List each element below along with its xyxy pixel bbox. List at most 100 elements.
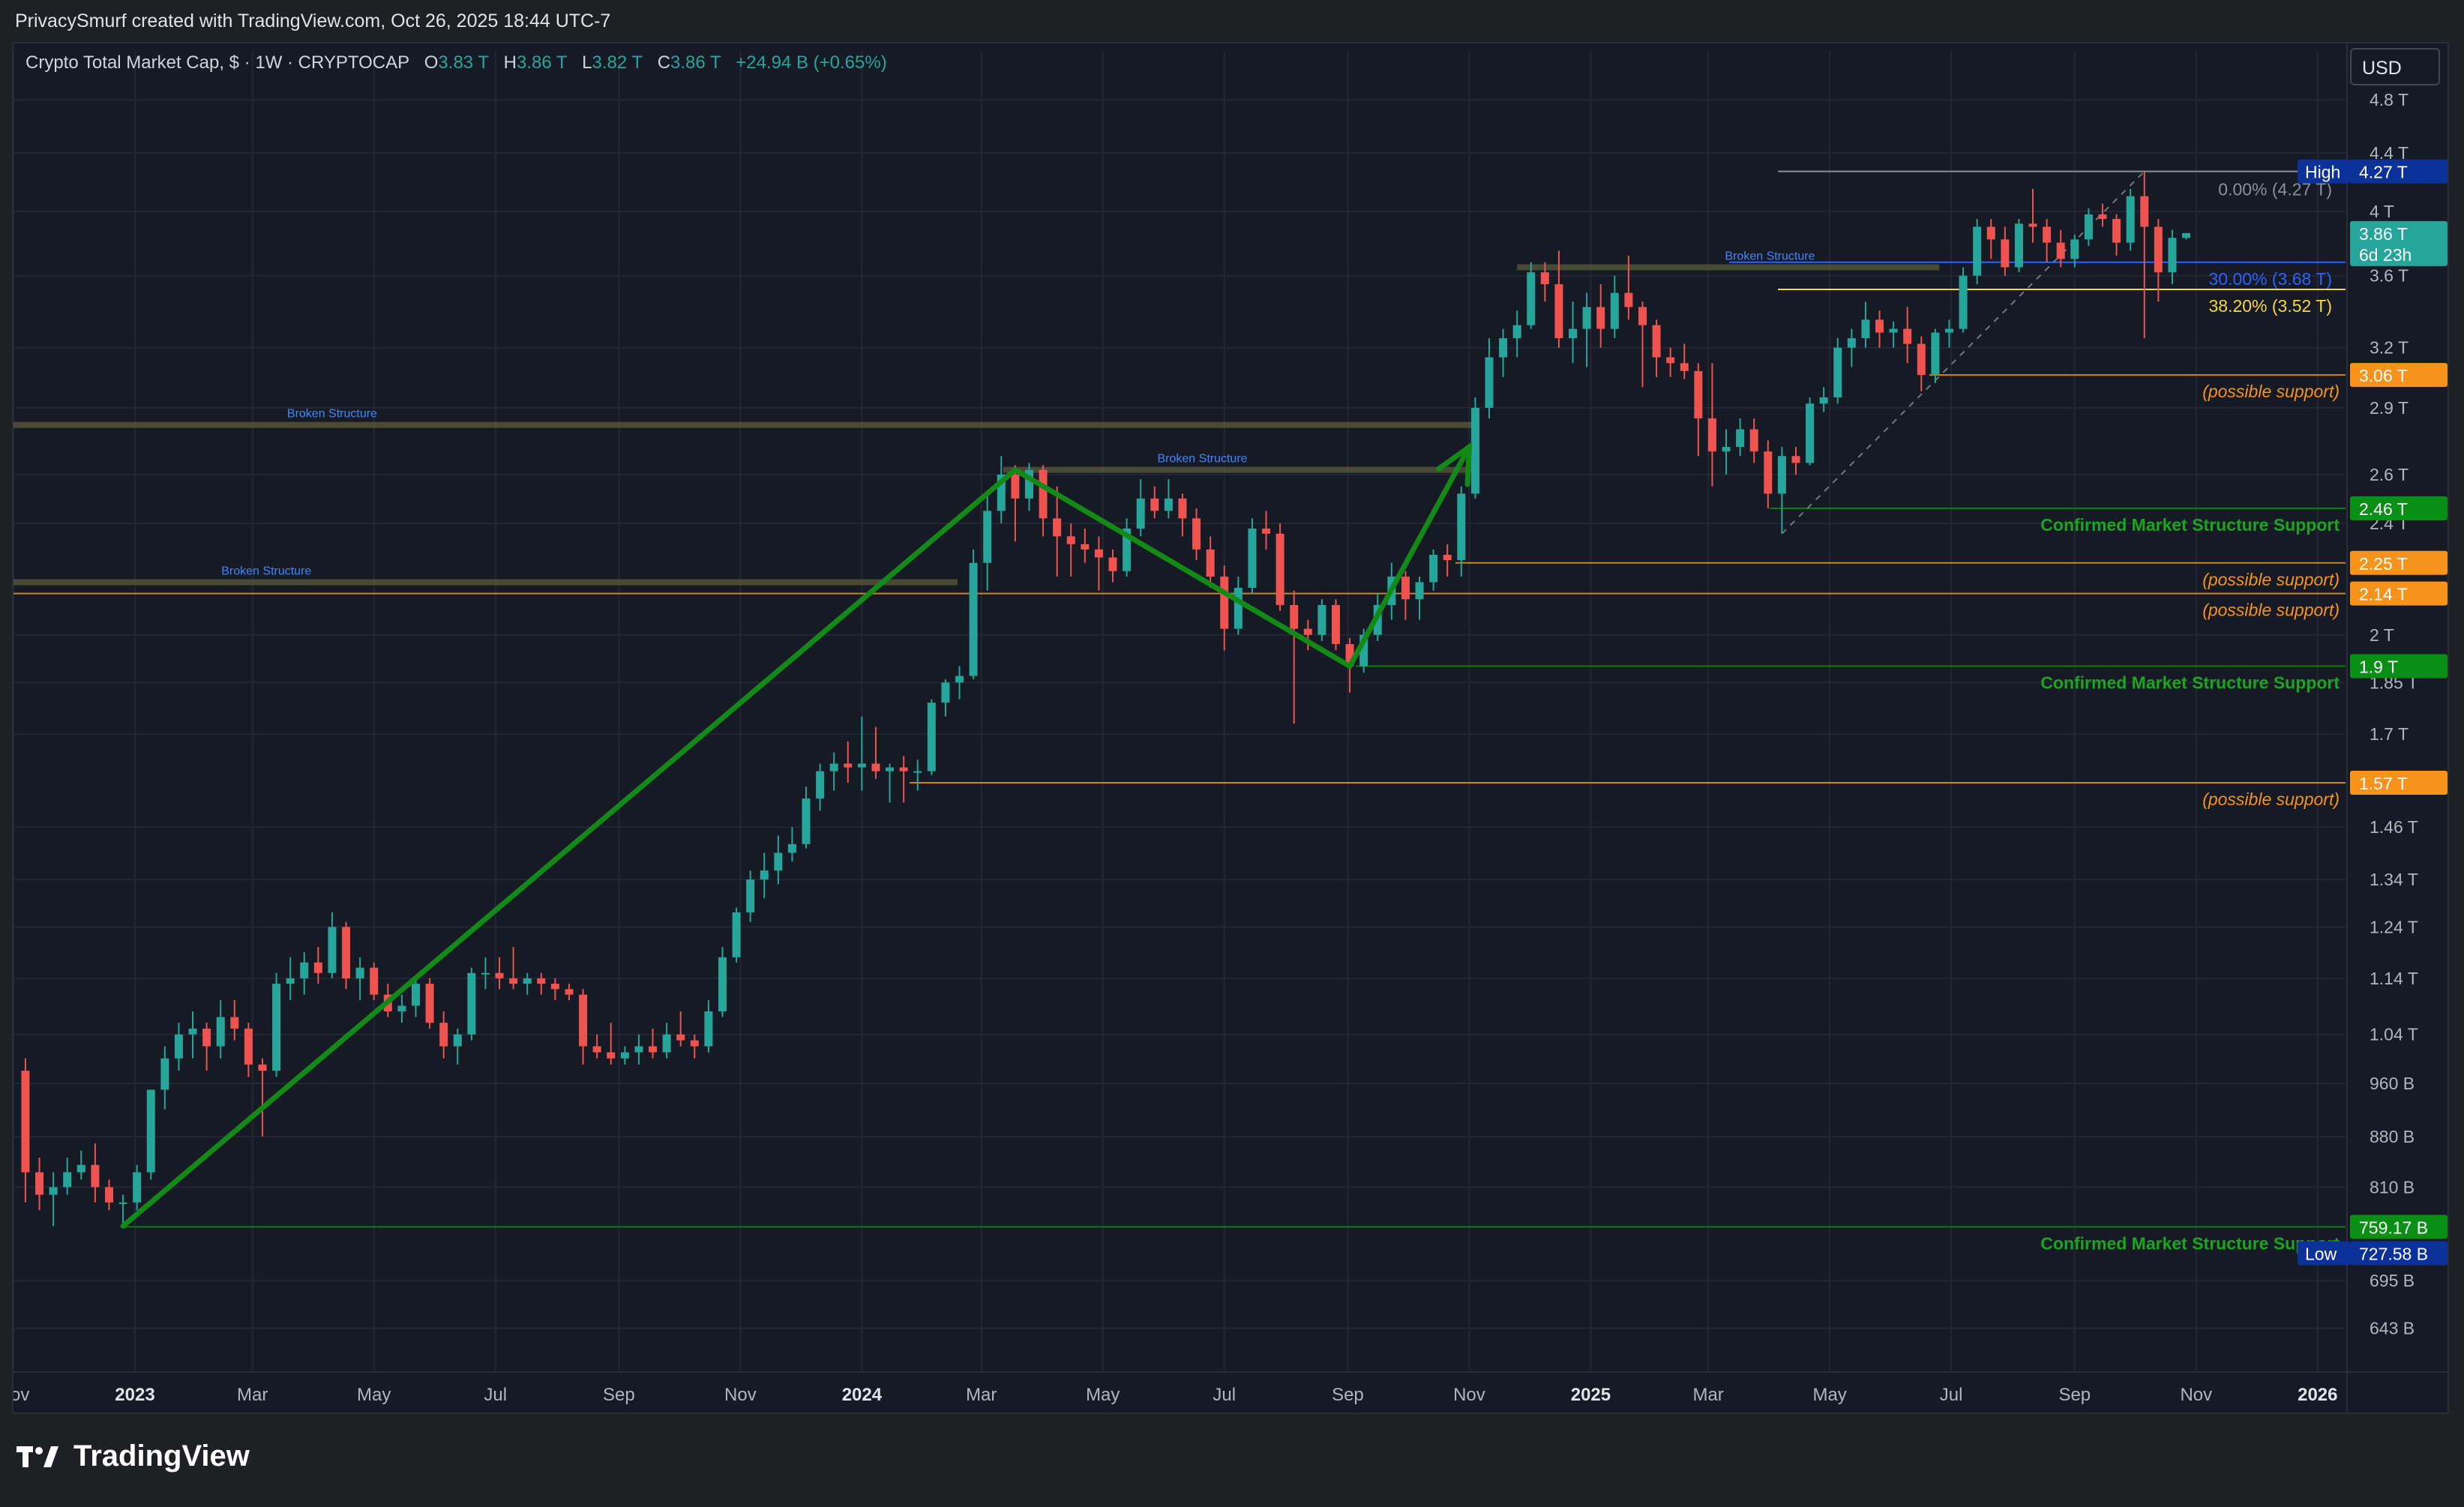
candle-down (1638, 307, 1647, 325)
attribution-bar: PrivacySmurf created with TradingView.co… (0, 0, 2464, 42)
candle-down (1680, 363, 1689, 371)
candle-up (857, 763, 866, 768)
y-tick-label: 643 B (2370, 1319, 2415, 1338)
candle-up (397, 1005, 406, 1011)
candle-up (1359, 634, 1368, 667)
candle-down (844, 763, 853, 768)
candle-up (718, 957, 727, 1011)
fib-label-38: 38.20% (3.52 T) (2208, 296, 2332, 316)
x-tick-label: 2024 (842, 1385, 883, 1405)
candle-up (1833, 347, 1842, 397)
price-marker-countdown: 6d 23h (2359, 245, 2412, 265)
chart-panel[interactable]: Broken Structure Broken Structure Broken S… (12, 42, 2449, 1414)
price-marker-box (2350, 159, 2448, 184)
y-tick-label: 1.14 T (2370, 969, 2418, 988)
candle-down (1275, 533, 1284, 605)
candle-up (286, 978, 295, 984)
candle-up (1457, 493, 1466, 561)
price-marker-box (2350, 220, 2448, 266)
level-label: Confirmed Market Structure Support (2040, 673, 2340, 693)
candle-down (2043, 226, 2052, 243)
x-tick-label: Nov (1453, 1385, 1485, 1405)
candle-down (1540, 272, 1549, 285)
price-marker-box (2350, 654, 2448, 679)
x-tick-label: 2023 (115, 1385, 154, 1405)
candle-up (2084, 214, 2093, 240)
price-chart[interactable]: Broken Structure Broken Structure Broken S… (13, 43, 2448, 1413)
x-tick-label: Jul (484, 1385, 507, 1405)
legend-symbol: Crypto Total Market Cap, $ · 1W · CRYPTO… (25, 52, 409, 73)
candle-down (439, 1023, 448, 1047)
x-tick-label: Jul (1213, 1385, 1236, 1405)
candle-up (160, 1058, 169, 1090)
candle-down (1262, 528, 1271, 534)
price-marker-box (2350, 771, 2448, 795)
legend-low-value: 3.82 T (592, 52, 643, 73)
candle-down (899, 767, 908, 771)
x-tick-label: May (1086, 1385, 1120, 1405)
candle-up (1317, 604, 1326, 635)
candle-down (1707, 418, 1716, 452)
level-label: (possible support) (2202, 601, 2340, 620)
tradingview-logo[interactable]: TradingView (16, 1440, 250, 1473)
price-marker-box (2350, 363, 2448, 388)
currency-button[interactable]: USD (2350, 48, 2440, 85)
price-marker-box (2350, 581, 2448, 606)
candle-up (453, 1034, 462, 1047)
candle-down (607, 1052, 616, 1059)
candle-down (871, 763, 880, 771)
candle-down (2028, 223, 2037, 227)
candle-up (816, 771, 825, 799)
candle-down (1694, 370, 1703, 419)
candle-up (955, 676, 964, 683)
candle-up (2182, 232, 2191, 238)
candle-down (1917, 343, 1926, 376)
candle-down (91, 1164, 100, 1188)
candle-down (1094, 549, 1103, 558)
x-tick-label: Sep (2058, 1385, 2091, 1405)
y-tick-label: 4 T (2370, 202, 2394, 221)
candle-down (1749, 429, 1758, 452)
price-marker-prefix-box (2298, 1241, 2350, 1266)
candle-down (1986, 226, 1995, 240)
candle-up (328, 927, 337, 973)
candle-up (1582, 307, 1591, 329)
x-tick-label: Mar (966, 1385, 997, 1405)
candle-down (2056, 242, 2065, 259)
candle-down (649, 1046, 658, 1053)
candle-down (202, 1028, 211, 1047)
candle-up (1499, 338, 1508, 358)
candle-up (146, 1089, 155, 1173)
fib-trend-connector (1781, 170, 2145, 535)
candle-up (1024, 469, 1033, 499)
price-marker-label: 1.57 T (2359, 774, 2408, 793)
candle-up (355, 967, 364, 978)
candle-up (1973, 226, 1982, 276)
candle-down (690, 1040, 699, 1047)
candle-down (1206, 549, 1215, 577)
candle-up (1777, 456, 1786, 494)
candle-up (118, 1202, 127, 1204)
x-tick-label: Nov (724, 1385, 757, 1405)
candle-up (216, 1017, 225, 1047)
legend-open-value: 3.83 T (438, 52, 489, 73)
y-tick-label: 2 T (2370, 625, 2394, 645)
y-tick-label: 960 B (2370, 1074, 2415, 1093)
candle-down (244, 1028, 253, 1065)
candle-down (1178, 498, 1187, 519)
candle-up (774, 852, 783, 871)
y-tick-label: 1.46 T (2370, 817, 2418, 837)
price-marker-label: 2.46 T (2359, 499, 2408, 519)
footer-bar (0, 1414, 2464, 1507)
legend-change-value: +24.94 B (+0.65%) (736, 52, 887, 73)
candle-down (1345, 644, 1354, 667)
candle-up (746, 879, 755, 912)
candle-up (174, 1034, 183, 1059)
candle-up (662, 1034, 671, 1053)
attribution-text: PrivacySmurf created with TradingView.co… (15, 10, 611, 31)
candle-down (1220, 577, 1229, 629)
candle-up (1959, 275, 1968, 329)
candle-down (676, 1034, 685, 1041)
y-tick-label: 1.24 T (2370, 917, 2418, 936)
candle-up (829, 763, 838, 771)
